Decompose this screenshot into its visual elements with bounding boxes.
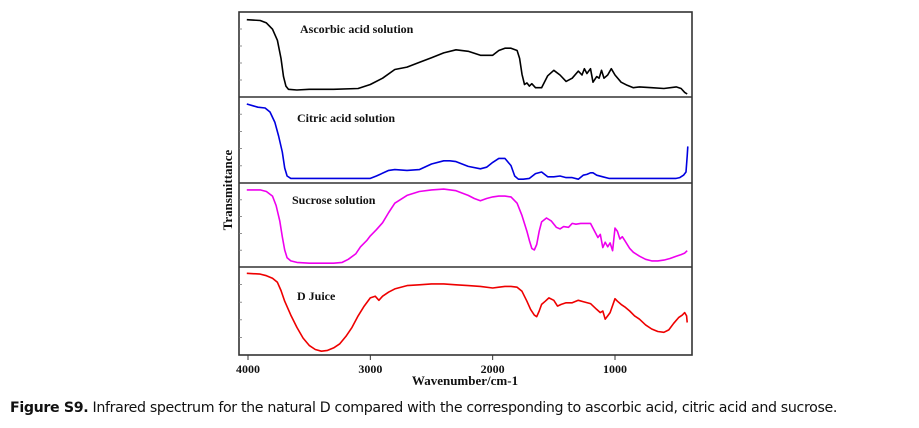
panel-label: Citric acid solution <box>297 111 395 125</box>
series-line-d-juice <box>246 272 688 353</box>
ir-spectrum-chart: Ascorbic acid solution Citric acid soluti… <box>220 11 693 388</box>
x-tick-label: 1000 <box>603 362 627 376</box>
x-tick-label: 4000 <box>236 362 260 376</box>
series-line-sucrose-solution <box>246 188 688 265</box>
x-axis-title: Wavenumber/cm-1 <box>412 373 518 388</box>
series-line-citric-acid-solution <box>246 103 689 180</box>
x-axis: 4000 3000 2000 1000 <box>236 355 627 376</box>
x-tick-label: 3000 <box>358 362 382 376</box>
x-tick-label: 2000 <box>481 362 505 376</box>
caption-label: Figure S9. <box>10 400 89 416</box>
panel-label: Sucrose solution <box>292 193 376 207</box>
series-group <box>246 18 689 353</box>
panel-labels: Ascorbic acid solution Citric acid soluti… <box>292 22 414 303</box>
caption-text: Infrared spectrum for the natural D comp… <box>88 400 838 416</box>
series-line-ascorbic-acid-solution <box>246 18 688 95</box>
y-axis-title: Transmittance <box>220 149 235 230</box>
panel-frames <box>238 11 693 356</box>
panel-label: Ascorbic acid solution <box>300 22 414 36</box>
figure-caption: Figure S9. Infrared spectrum for the nat… <box>10 400 915 416</box>
panel-label: D Juice <box>297 289 336 303</box>
